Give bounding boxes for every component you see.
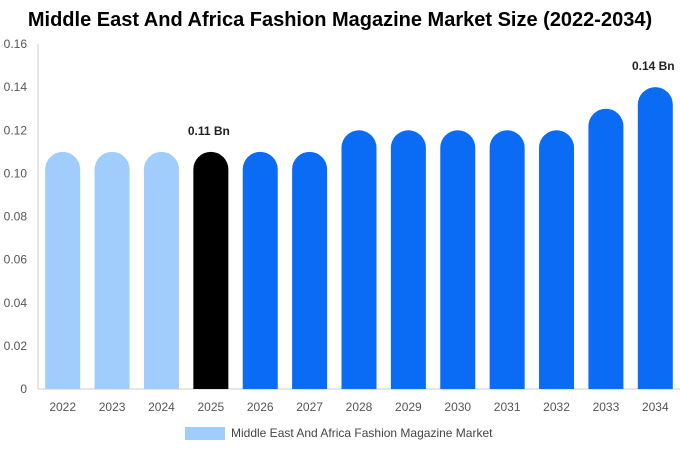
x-tick-label: 2031 (494, 400, 521, 414)
y-tick-label: 0 (20, 382, 27, 396)
x-tick-label: 2022 (49, 400, 76, 414)
y-tick-label: 0.08 (4, 210, 28, 224)
bar-2028 (341, 130, 377, 389)
bar-2032 (539, 130, 575, 389)
x-tick-label: 2028 (346, 400, 373, 414)
y-tick-label: 0.02 (4, 339, 28, 353)
x-tick-label: 2026 (247, 400, 274, 414)
x-tick-label: 2024 (148, 400, 175, 414)
legend-swatch (185, 427, 225, 440)
bar-2031 (489, 130, 525, 389)
bar-2025 (193, 151, 229, 389)
x-tick-label: 2029 (395, 400, 422, 414)
data-label: 0.11 Bn (188, 124, 230, 138)
bar-2029 (390, 130, 426, 389)
y-tick-label: 0.12 (4, 123, 28, 137)
x-tick-label: 2033 (593, 400, 620, 414)
bar-2026 (242, 151, 278, 389)
x-tick-label: 2027 (296, 400, 323, 414)
x-tick-label: 2032 (543, 400, 570, 414)
y-tick-label: 0.16 (4, 37, 28, 51)
y-tick-label: 0.10 (4, 166, 28, 180)
x-tick-label: 2034 (642, 400, 669, 414)
y-tick-label: 0.06 (4, 253, 28, 267)
legend-label: Middle East And Africa Fashion Magazine … (231, 426, 493, 440)
x-tick-label: 2025 (197, 400, 224, 414)
bar-2030 (440, 130, 476, 389)
x-tick-label: 2023 (99, 400, 126, 414)
bar-2034 (637, 87, 673, 389)
bar-2024 (143, 151, 179, 389)
y-tick-label: 0.04 (4, 296, 28, 310)
y-tick-label: 0.14 (4, 80, 28, 94)
x-tick-label: 2030 (444, 400, 471, 414)
chart-title: Middle East And Africa Fashion Magazine … (27, 9, 653, 31)
bar-2022 (45, 151, 81, 389)
bar-2023 (94, 151, 130, 389)
bar-2027 (292, 151, 328, 389)
bar-2033 (588, 108, 624, 389)
data-label: 0.14 Bn (632, 59, 675, 73)
